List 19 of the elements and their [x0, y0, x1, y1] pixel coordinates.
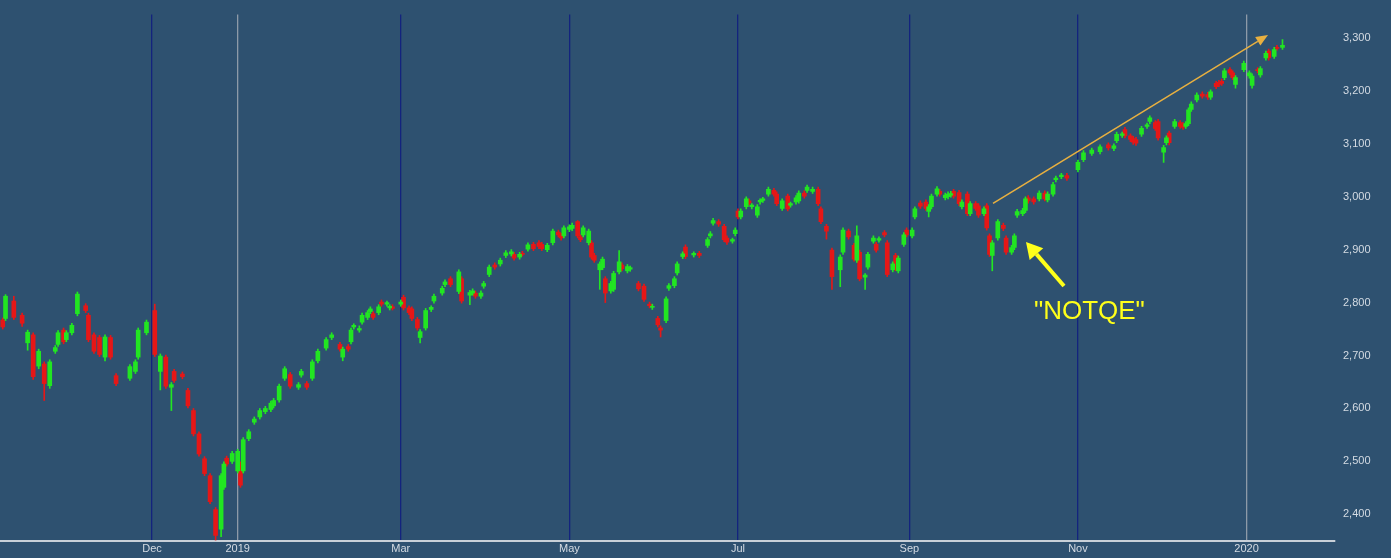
y-tick-label: 2,700	[1343, 348, 1371, 361]
y-tick-label: 2,400	[1343, 507, 1371, 520]
annotation: "NOTQE"	[1033, 294, 1145, 326]
x-tick-label: 2020	[1234, 542, 1259, 555]
y-tick-label: 3,200	[1343, 83, 1371, 96]
y-tick-label: 3,300	[1343, 30, 1371, 43]
y-tick-label: 2,900	[1343, 242, 1371, 255]
x-tick-label: Dec	[142, 542, 163, 555]
x-tick-label: 2019	[225, 542, 250, 555]
y-tick-label: 2,600	[1343, 401, 1371, 414]
x-tick-label: Mar	[391, 542, 411, 555]
y-tick-label: 3,000	[1343, 189, 1371, 202]
y-tick-label: 2,800	[1343, 295, 1371, 308]
y-tick-label: 2,500	[1343, 454, 1371, 467]
y-tick-label: 3,100	[1343, 136, 1371, 149]
x-tick-label: Sep	[899, 542, 920, 555]
x-tick-label: Nov	[1068, 542, 1089, 555]
x-tick-label: Jul	[730, 542, 746, 555]
x-tick-label: May	[558, 542, 581, 555]
